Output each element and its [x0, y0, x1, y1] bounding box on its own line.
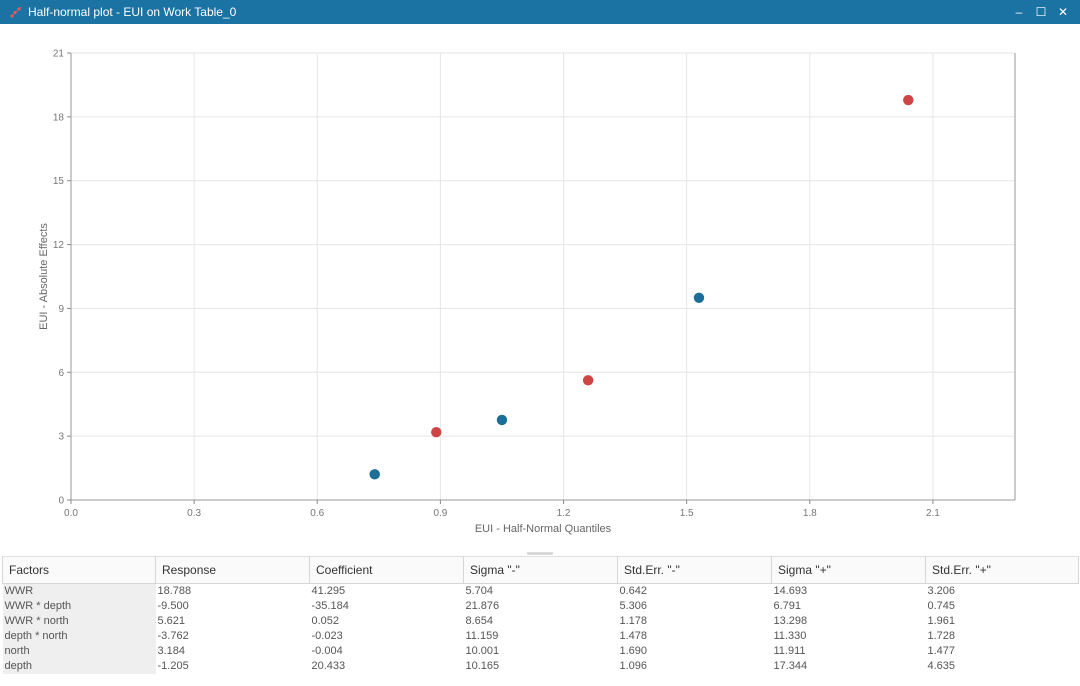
table-row[interactable]: depth -1.205 20.433 10.165 1.096 17.344 4.635 — [2, 659, 1079, 674]
sigma-minus-cell: 10.165 — [465, 660, 500, 672]
y-tick-label: 3 — [58, 432, 64, 443]
table-row[interactable]: depth * north -3.762 -0.023 11.159 1.478 11.3… — [2, 629, 1079, 644]
table-row[interactable]: WWR 18.788 41.295 5.704 0.642 14.693 3.206 — [2, 583, 1079, 599]
y-tick-label: 12 — [53, 240, 65, 251]
stderr-minus-cell: 1.690 — [619, 645, 648, 657]
column-header-sigma-minus[interactable]: Sigma "-" — [463, 556, 618, 584]
stderr-minus-cell: 1.096 — [619, 660, 648, 672]
sigma-plus-cell: 11.911 — [773, 645, 806, 657]
sigma-plus-cell: 14.693 — [773, 585, 808, 597]
factor-cell: depth * north — [2, 629, 156, 644]
effects-table-container: Factors Response Coefficient Sigma "-" S… — [2, 556, 1079, 684]
x-tick-label: 0.6 — [310, 508, 324, 519]
stderr-plus-cell: 0.745 — [927, 600, 956, 612]
column-header-response[interactable]: Response — [155, 556, 310, 584]
stderr-minus-cell: 5.306 — [619, 600, 648, 612]
stderr-plus-cell: 4.635 — [927, 660, 956, 672]
y-tick-label: 15 — [53, 176, 65, 187]
chart-canvas: 0.0 0.3 0.6 0.9 1.2 1.5 1.8 2.1 0 3 6 9 12 15 18 21 EU… — [38, 49, 1016, 535]
x-tick-label: 1.8 — [803, 508, 817, 519]
stderr-minus-cell: 1.178 — [619, 615, 648, 627]
coefficient-cell: -35.184 — [311, 600, 349, 612]
data-points — [369, 94, 914, 480]
x-tick-label: 0.3 — [187, 508, 201, 519]
stderr-minus-cell: 1.478 — [619, 630, 648, 642]
sigma-plus-cell: 13.298 — [773, 615, 808, 627]
chart-grid — [70, 52, 1016, 501]
data-point[interactable] — [693, 292, 705, 303]
stderr-plus-cell: 3.206 — [927, 585, 956, 597]
maximize-button[interactable]: ☐ — [1035, 5, 1047, 19]
response-cell: 5.621 — [157, 615, 186, 627]
minimize-button[interactable]: – — [1015, 5, 1023, 19]
sigma-minus-cell: 10.001 — [465, 645, 500, 657]
x-axis-label: EUI - Half-Normal Quantiles — [475, 523, 612, 535]
response-cell: 3.184 — [157, 645, 186, 657]
stderr-minus-cell: 0.642 — [619, 585, 648, 597]
x-axis-ticks: 0.0 0.3 0.6 0.9 1.2 1.5 1.8 2.1 — [64, 500, 940, 519]
column-header-coefficient[interactable]: Coefficient — [309, 556, 464, 584]
coefficient-cell: 0.052 — [311, 615, 340, 627]
column-header-stderr-plus[interactable]: Std.Err. "+" — [925, 556, 1079, 584]
response-cell: -3.762 — [157, 630, 189, 642]
data-point[interactable] — [496, 414, 508, 426]
data-point[interactable] — [903, 94, 914, 106]
y-axis-label: EUI - Absolute Effects — [38, 223, 50, 330]
half-normal-plot-icon — [9, 5, 23, 19]
half-normal-plot: 0.0 0.3 0.6 0.9 1.2 1.5 1.8 2.1 0 3 6 9 12 15 18 21 EU… — [0, 24, 1080, 554]
x-tick-label: 0.0 — [64, 508, 78, 519]
data-point[interactable] — [369, 469, 380, 480]
sigma-plus-cell: 17.344 — [773, 660, 808, 672]
sigma-plus-cell: 11.330 — [773, 630, 807, 642]
column-header-sigma-plus[interactable]: Sigma "+" — [771, 556, 926, 584]
x-tick-label: 0.9 — [433, 508, 447, 519]
factor-cell: WWR * depth — [2, 599, 156, 614]
coefficient-cell: -0.004 — [311, 645, 343, 657]
plot-frame — [71, 53, 1015, 500]
response-cell: -9.500 — [157, 600, 189, 612]
x-tick-label: 1.2 — [557, 508, 571, 519]
window-controls: – ☐ ✕ — [1008, 0, 1074, 24]
stderr-plus-cell: 1.728 — [927, 630, 956, 642]
sigma-minus-cell: 11.159 — [465, 630, 499, 642]
y-axis-ticks: 0 3 6 9 12 15 18 21 — [53, 49, 71, 507]
factor-cell: depth — [2, 659, 156, 674]
close-button[interactable]: ✕ — [1057, 5, 1069, 19]
splitter-handle[interactable] — [527, 552, 553, 555]
window-title: Half-normal plot - EUI on Work Table_0 — [28, 5, 237, 19]
table-row[interactable]: north 3.184 -0.004 10.001 1.690 11.911 1.477 — [2, 644, 1079, 659]
response-cell: -1.205 — [157, 660, 189, 672]
stderr-plus-cell: 1.477 — [927, 645, 956, 657]
factor-cell: north — [2, 644, 156, 659]
y-tick-label: 18 — [53, 112, 65, 123]
stderr-plus-cell: 1.961 — [927, 615, 956, 627]
y-tick-label: 0 — [58, 496, 64, 507]
sigma-plus-cell: 6.791 — [773, 600, 802, 612]
table-row[interactable]: WWR * north 5.621 0.052 8.654 1.178 13.298 1.9… — [2, 614, 1079, 629]
factor-cell: WWR — [2, 583, 156, 599]
sigma-minus-cell: 21.876 — [465, 600, 500, 612]
data-point[interactable] — [431, 427, 442, 438]
title-bar: Half-normal plot - EUI on Work Table_0 –… — [0, 0, 1080, 24]
table-body: WWR 18.788 41.295 5.704 0.642 14.693 3.206 WWR … — [2, 583, 1079, 674]
sigma-minus-cell: 5.704 — [465, 585, 494, 597]
coefficient-cell: 41.295 — [311, 585, 346, 597]
data-point[interactable] — [582, 375, 594, 386]
coefficient-cell: -0.023 — [311, 630, 343, 642]
y-tick-label: 6 — [58, 368, 64, 379]
x-tick-label: 2.1 — [926, 508, 940, 519]
y-tick-label: 9 — [58, 304, 64, 315]
factor-cell: WWR * north — [2, 614, 156, 629]
table-header-row: Factors Response Coefficient Sigma "-" S… — [2, 556, 1079, 584]
table-row[interactable]: WWR * depth -9.500 -35.184 21.876 5.306 6.791… — [2, 599, 1079, 614]
coefficient-cell: 20.433 — [311, 660, 346, 672]
response-cell: 18.788 — [157, 585, 192, 597]
sigma-minus-cell: 8.654 — [465, 615, 494, 627]
effects-table: Factors Response Coefficient Sigma "-" S… — [2, 556, 1079, 674]
x-tick-label: 1.5 — [680, 508, 694, 519]
y-tick-label: 21 — [53, 49, 65, 60]
column-header-stderr-minus[interactable]: Std.Err. "-" — [617, 556, 772, 584]
column-header-factors[interactable]: Factors — [2, 556, 156, 584]
